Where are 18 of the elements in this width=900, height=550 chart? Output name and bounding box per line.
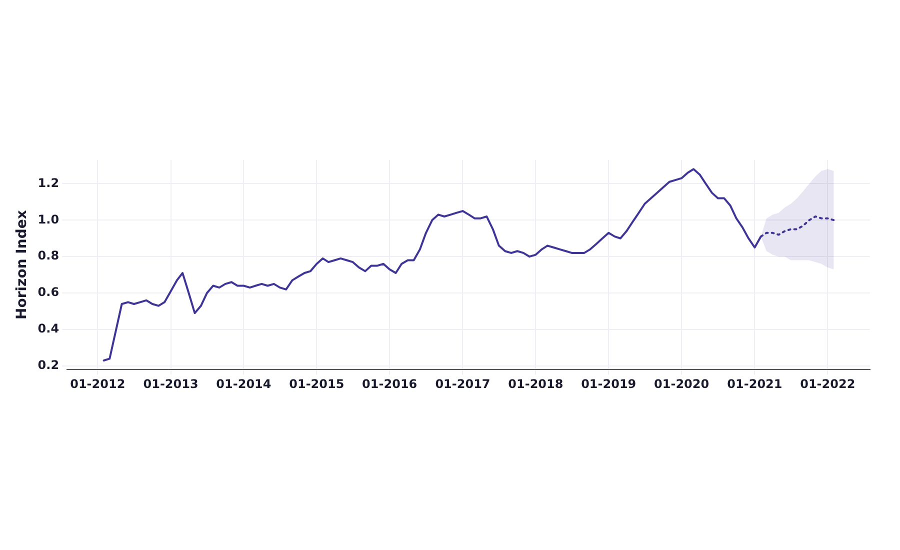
x-tick-label: 01-2017 [435, 376, 490, 391]
x-tick-label: 01-2012 [70, 376, 126, 391]
y-tick-label: 0.8 [38, 248, 60, 263]
y-tick-label: 0.6 [38, 285, 60, 300]
x-tick-label: 01-2020 [654, 376, 710, 391]
y-axis-title: Horizon Index [14, 210, 30, 320]
x-tick-label: 01-2013 [143, 376, 198, 391]
x-tick-label: 01-2019 [581, 376, 636, 391]
y-tick-label: 1.2 [38, 176, 60, 190]
x-tick-label: 01-2014 [216, 376, 272, 391]
y-tick-label: 1.0 [38, 212, 60, 226]
x-tick-label: 01-2021 [727, 376, 782, 391]
x-tick-label: 01-2015 [289, 376, 344, 391]
x-tick-label: 01-2016 [362, 376, 418, 391]
y-tick-label: 0.4 [38, 322, 60, 336]
y-tick-label: 0.2 [38, 358, 60, 372]
x-tick-label: 01-2018 [508, 376, 564, 391]
x-tick-label: 01-2022 [800, 376, 856, 391]
